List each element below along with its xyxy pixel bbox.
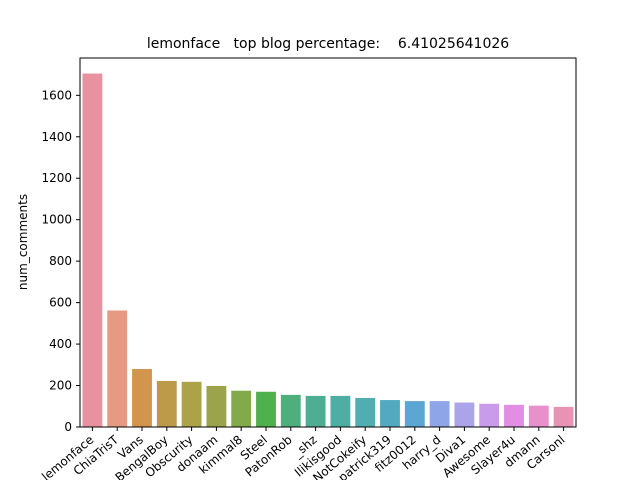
bar-PatonRob (280, 394, 301, 427)
y-axis-label: num_comments (16, 194, 30, 290)
y-tick-label: 600 (49, 296, 72, 310)
bar-Awesome (479, 403, 500, 427)
bar-lemonface (82, 73, 103, 428)
bar-Ilikisgood (330, 395, 351, 427)
x-axis: lemonfaceChiaTrisTVansBengalBoyObscurity… (39, 427, 568, 480)
bar-Obscurity (181, 381, 202, 427)
bar-Diva1 (454, 402, 475, 427)
bars-group (82, 73, 574, 428)
bar-Steel (256, 391, 276, 427)
y-tick-label: 200 (49, 379, 72, 393)
bar-donaam (206, 385, 227, 427)
chart-title: lemonface top blog percentage: 6.4102564… (147, 36, 509, 52)
bar-Carsonl (553, 406, 574, 427)
bar-fitz0012 (404, 401, 425, 427)
y-tick-label: 1400 (41, 130, 72, 144)
y-tick-label: 1000 (41, 213, 72, 227)
y-tick-label: 1200 (41, 171, 72, 185)
bar-dmann (528, 405, 549, 427)
y-tick-label: 400 (49, 337, 72, 351)
bar-patrick319 (380, 400, 400, 427)
bar-Slayer4u (504, 404, 524, 427)
y-tick-label: 0 (64, 420, 72, 434)
y-axis: 0 200 400 600 800 1000 1200 1400 1600 (41, 88, 80, 434)
y-tick-label: 1600 (41, 88, 72, 102)
bar-ChiaTrisT (107, 310, 128, 427)
bar-BengalBoy (156, 380, 177, 427)
bar-_shz (305, 395, 326, 427)
bar-Vans (132, 368, 152, 427)
y-tick-label: 800 (49, 254, 72, 268)
bar-kimmal8 (231, 390, 252, 427)
bar-harry_d (429, 401, 450, 427)
plot-frame (79, 57, 577, 428)
bar-NotCokeify (355, 397, 376, 427)
